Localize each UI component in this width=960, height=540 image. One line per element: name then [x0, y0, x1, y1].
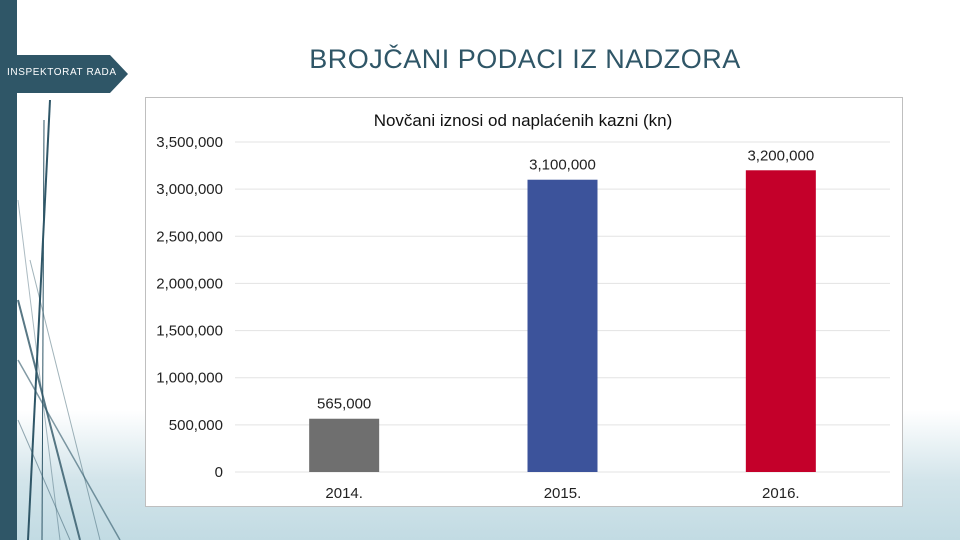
decorative-lines — [17, 99, 121, 540]
y-tick-label: 2,000,000 — [156, 275, 223, 292]
header-tab: INSPEKTORAT RADA — [0, 55, 128, 93]
y-tick-label: 1,000,000 — [156, 370, 223, 387]
y-tick-label: 0 — [215, 464, 223, 481]
bar-2016 — [745, 170, 816, 472]
y-tick-label: 500,000 — [169, 417, 223, 434]
bar-chart: Novčani iznosi od naplaćenih kazni (kn) … — [156, 111, 890, 502]
y-tick-label: 2,500,000 — [156, 228, 223, 245]
x-tick-label: 2015. — [544, 485, 582, 502]
left-accent-bar — [0, 0, 17, 540]
data-label: 3,200,000 — [747, 147, 814, 164]
data-label: 565,000 — [317, 396, 371, 413]
data-labels: 565,000 3,100,000 3,200,000 — [317, 147, 814, 412]
chart-title: Novčani iznosi od naplaćenih kazni (kn) — [374, 111, 673, 130]
y-axis-ticks: 0 500,000 1,000,000 1,500,000 2,000,000 2,500… — [156, 134, 223, 481]
x-tick-label: 2016. — [762, 485, 800, 502]
y-tick-label: 1,500,000 — [156, 323, 223, 340]
data-label: 3,100,000 — [529, 157, 596, 174]
bar-2015 — [527, 179, 598, 472]
header-tab-label: INSPEKTORAT RADA — [7, 67, 117, 78]
y-tick-label: 3,000,000 — [156, 181, 223, 198]
bar-2014 — [309, 418, 380, 472]
x-tick-label: 2014. — [325, 485, 363, 502]
slide-title: BROJČANI PODACI IZ NADZORA — [309, 44, 741, 74]
x-axis-ticks: 2014. 2015. 2016. — [325, 485, 799, 502]
bars — [309, 170, 816, 472]
y-tick-label: 3,500,000 — [156, 134, 223, 151]
